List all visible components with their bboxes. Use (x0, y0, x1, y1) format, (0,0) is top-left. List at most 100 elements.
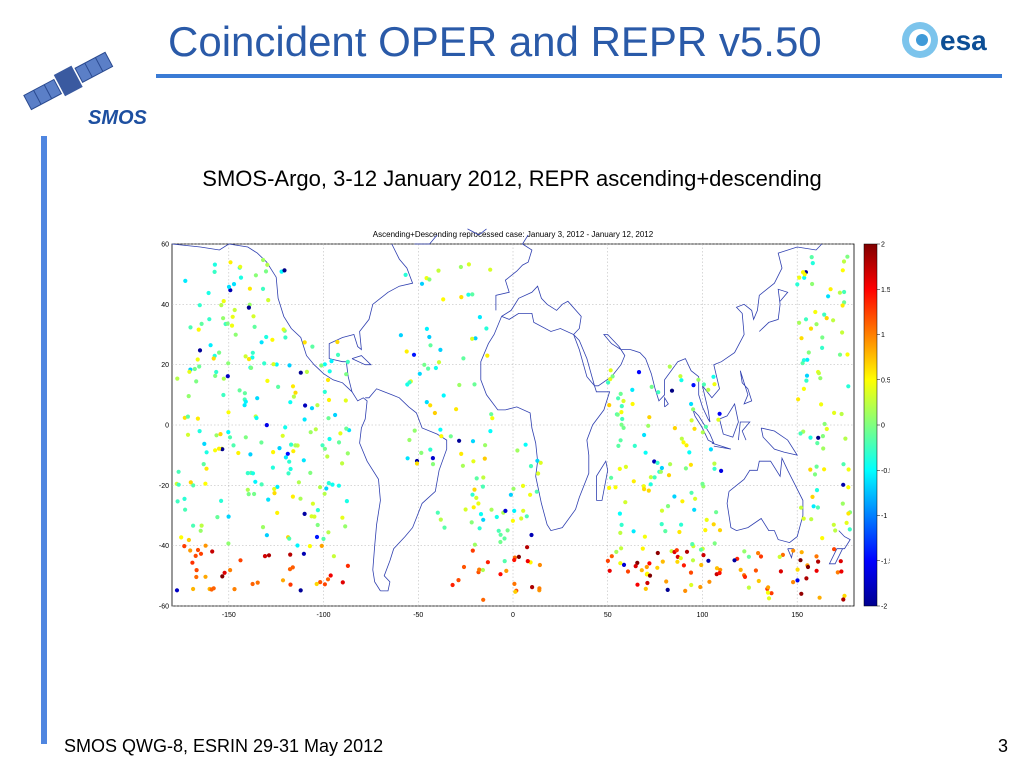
data-point (607, 568, 612, 573)
data-point (290, 565, 295, 570)
data-point (619, 404, 624, 409)
data-point (398, 333, 403, 338)
data-point (263, 269, 269, 274)
data-point (832, 410, 837, 415)
data-point (675, 559, 680, 564)
data-point (196, 327, 201, 332)
data-point (842, 593, 847, 598)
data-point (656, 390, 661, 395)
data-point (206, 290, 211, 296)
data-point (195, 416, 200, 421)
data-point (405, 456, 410, 461)
data-point (663, 529, 668, 534)
data-point (460, 463, 465, 468)
coastline (501, 285, 582, 335)
data-point (700, 481, 705, 486)
data-point (474, 476, 479, 481)
data-point (287, 363, 292, 368)
data-point (816, 559, 821, 564)
coastline (739, 370, 753, 405)
data-point (175, 499, 180, 504)
data-point (436, 360, 442, 365)
data-point (846, 511, 851, 516)
data-point (832, 547, 837, 552)
data-point (182, 496, 187, 501)
data-point (833, 528, 838, 533)
data-point (428, 343, 433, 348)
data-point (302, 417, 307, 422)
data-point (817, 595, 822, 600)
data-point (202, 441, 207, 446)
data-point (198, 551, 204, 556)
data-point (753, 568, 759, 573)
data-point (616, 396, 621, 401)
data-point (314, 534, 320, 540)
data-point (607, 485, 612, 490)
data-point (477, 526, 482, 531)
data-point (718, 567, 723, 572)
data-point (185, 432, 191, 437)
data-point (474, 495, 479, 500)
data-point (271, 450, 276, 455)
data-point (312, 514, 317, 519)
data-point (816, 435, 821, 440)
data-point (439, 434, 444, 439)
data-point (708, 447, 714, 452)
data-point (195, 547, 201, 553)
data-point (621, 398, 626, 404)
data-point (822, 312, 827, 317)
data-point (225, 321, 230, 326)
data-point (646, 488, 651, 493)
data-point (655, 550, 660, 556)
data-point (756, 551, 761, 556)
data-point (619, 546, 624, 551)
data-point (840, 303, 845, 308)
data-point (609, 475, 614, 480)
data-point (619, 422, 624, 427)
data-point (230, 314, 235, 319)
data-point (288, 400, 293, 405)
data-point (248, 452, 253, 457)
data-point (228, 568, 233, 573)
data-point (250, 581, 255, 587)
data-point (614, 549, 619, 554)
data-point (620, 416, 625, 422)
data-point (525, 545, 530, 550)
data-point (259, 340, 264, 345)
data-point (266, 553, 272, 558)
data-point (243, 435, 248, 440)
data-point (711, 374, 716, 379)
data-point (264, 423, 269, 428)
data-point (290, 494, 295, 499)
data-point (186, 394, 191, 399)
data-point (220, 574, 225, 579)
data-point (841, 482, 846, 487)
data-point (254, 415, 259, 421)
data-point (502, 536, 507, 541)
data-point (814, 464, 819, 469)
data-point (466, 292, 471, 297)
data-point (706, 558, 711, 563)
data-point (808, 435, 813, 440)
colorbar-tick-label: 2 (881, 242, 885, 249)
data-point (512, 508, 517, 513)
data-point (215, 515, 220, 520)
data-point (681, 563, 687, 568)
data-point (227, 435, 233, 440)
data-point (411, 352, 417, 357)
data-point (204, 466, 209, 471)
data-point (840, 501, 845, 506)
data-point (340, 461, 345, 466)
data-point (246, 305, 251, 310)
left-accent-bar (41, 136, 47, 744)
data-point (226, 430, 231, 435)
data-point (238, 558, 243, 563)
data-point (222, 570, 227, 575)
x-tick-label: -100 (317, 612, 331, 619)
data-point (185, 414, 190, 419)
data-point (470, 548, 475, 553)
data-point (498, 539, 503, 545)
data-point (816, 371, 822, 376)
data-point (646, 423, 651, 428)
data-point (245, 471, 250, 476)
